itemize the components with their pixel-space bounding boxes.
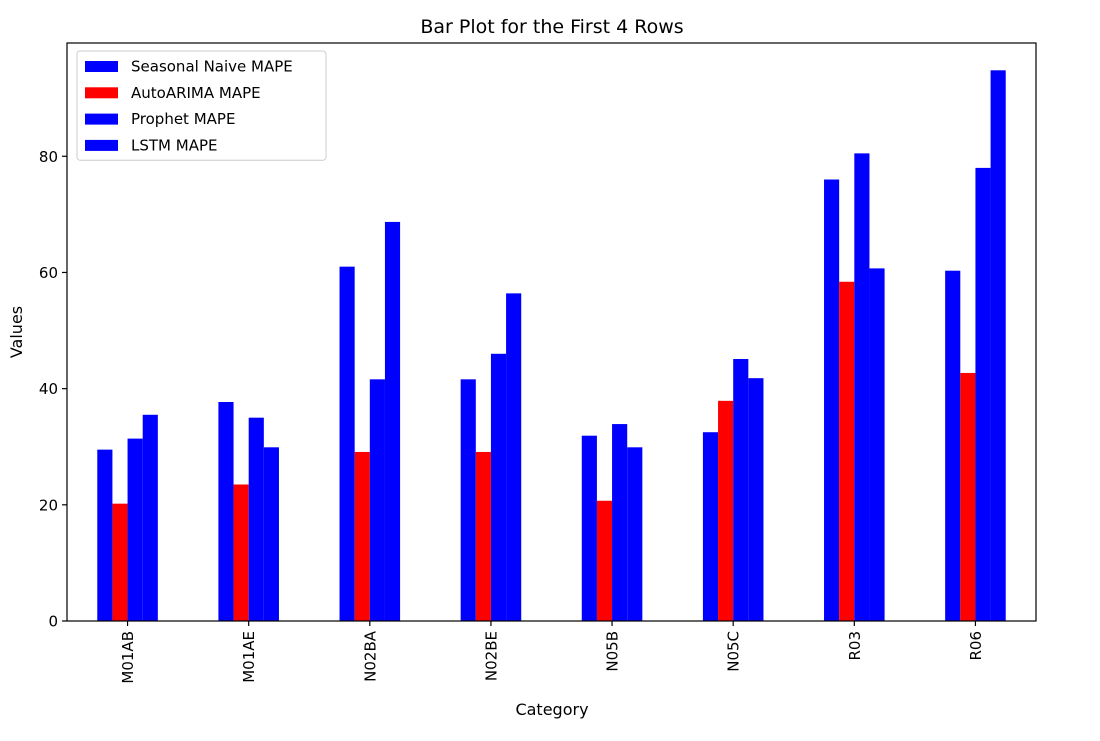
bar-series-1-n05b — [596, 500, 613, 621]
y-tick-label: 80 — [39, 148, 58, 166]
x-axis-label: Category — [515, 700, 588, 719]
bar-series-0-n05c — [702, 432, 719, 621]
bar-series-3-n05c — [748, 378, 764, 621]
bar-series-1-m01ab — [112, 503, 128, 621]
plot-frame — [66, 42, 1037, 622]
x-tick-label: R03 — [846, 631, 864, 661]
bar-series-1-r06 — [960, 372, 976, 621]
chart-title: Bar Plot for the First 4 Rows — [420, 16, 683, 38]
x-tick-label: N05C — [725, 631, 743, 672]
bar-series-3-n02be — [506, 293, 522, 621]
bar-series-1-n02ba — [354, 451, 370, 621]
bar-series-2-r03 — [854, 153, 870, 621]
bar-series-1-m01ae — [233, 484, 249, 621]
x-tick-label: N02BE — [482, 631, 500, 681]
bar-series-2-r06 — [975, 167, 991, 621]
bar-series-0-n02ba — [339, 266, 355, 621]
x-tick-label: N02BA — [361, 630, 379, 682]
bar-series-3-n05b — [627, 447, 643, 621]
bar-series-0-n05b — [581, 435, 597, 621]
legend-swatch — [85, 61, 118, 72]
bar-series-0-n02be — [460, 379, 476, 621]
legend-label: Seasonal Naive MAPE — [131, 58, 293, 76]
y-tick-label: 0 — [48, 613, 58, 631]
x-tick-label: M01AB — [119, 631, 137, 684]
legend-box — [76, 50, 327, 161]
bar-series-2-n05c — [733, 359, 749, 621]
x-axis: M01AB M01AE N02BA N02BE N05B N05C R03 R06 — [119, 621, 985, 684]
y-tick-label: 40 — [39, 380, 58, 398]
x-tick-label: R06 — [967, 631, 985, 661]
legend-label: AutoARIMA MAPE — [131, 84, 261, 102]
bar-series-0-m01ab — [97, 449, 113, 621]
bar-series-3-m01ae — [263, 447, 279, 621]
bars-layer — [97, 70, 1006, 622]
legend-swatch — [85, 139, 118, 151]
legend-label: Prophet MAPE — [131, 110, 235, 128]
y-axis: 0 20 40 60 80 — [39, 148, 67, 631]
y-tick-label: 20 — [39, 496, 58, 514]
bar-series-2-n05b — [612, 424, 628, 621]
bar-series-2-n02ba — [369, 379, 385, 621]
x-tick-label: N05B — [604, 631, 622, 672]
x-tick-label: M01AE — [240, 631, 258, 683]
legend-swatch — [85, 87, 118, 99]
bar-series-0-m01ae — [218, 402, 234, 621]
bar-series-2-m01ae — [248, 417, 264, 621]
bar-series-3-n02ba — [384, 221, 401, 622]
bar-series-2-n02be — [490, 353, 507, 621]
legend: Seasonal Naive MAPE AutoARIMA MAPE Prophet… — [76, 50, 327, 161]
bar-series-0-r03 — [824, 179, 840, 621]
bar-series-1-r03 — [839, 281, 855, 621]
bar-series-3-r06 — [990, 70, 1006, 622]
legend-label: LSTM MAPE — [131, 136, 217, 154]
y-tick-label: 60 — [39, 264, 58, 282]
bar-series-2-m01ab — [127, 438, 143, 621]
bar-series-3-m01ab — [142, 414, 158, 621]
bar-series-0-r06 — [945, 270, 961, 621]
bar-series-1-n02be — [475, 451, 491, 621]
y-axis-label: Values — [7, 306, 26, 358]
bar-series-1-n05c — [718, 400, 734, 621]
bar-series-3-r03 — [869, 268, 885, 621]
legend-swatch — [85, 113, 118, 125]
